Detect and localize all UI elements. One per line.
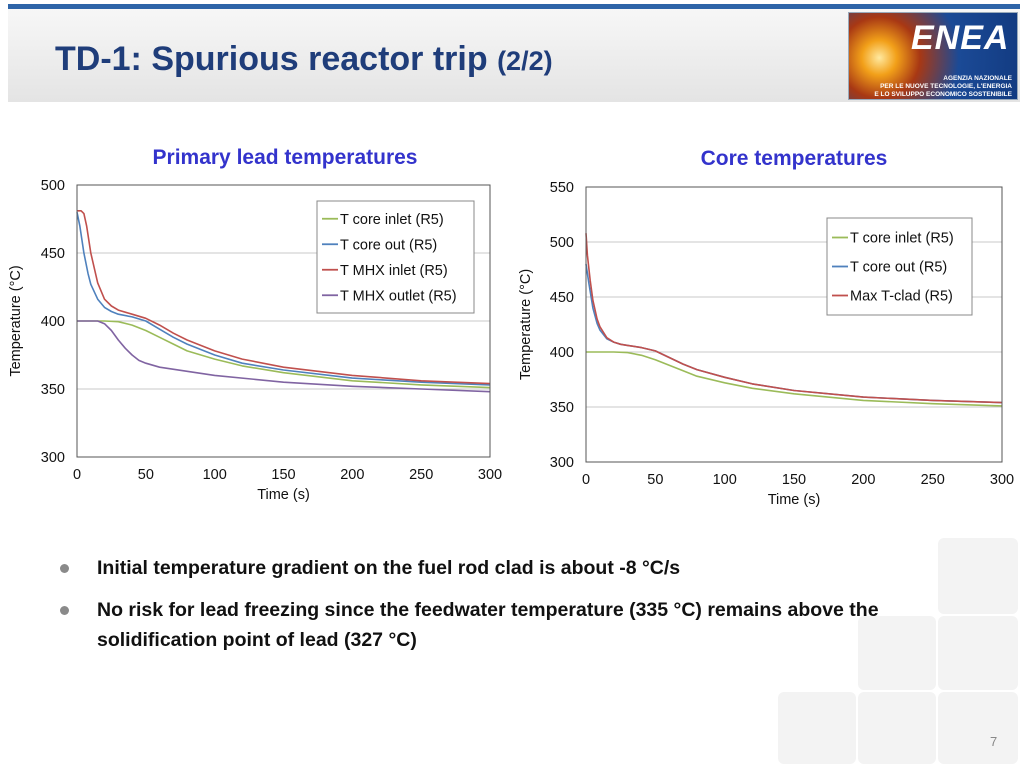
x-tick-label: 200 <box>851 472 875 488</box>
x-tick-label: 300 <box>990 472 1014 488</box>
enea-logo-mark: ENEA <box>911 19 1010 57</box>
chart-1-title: Primary lead temperatures <box>152 146 418 169</box>
x-tick-label: 250 <box>409 467 433 483</box>
x-tick-label: 150 <box>782 472 806 488</box>
series-line <box>585 233 1003 404</box>
bullet-text: Initial temperature gradient on the fuel… <box>97 557 681 579</box>
page-number: 7 <box>990 734 998 749</box>
bullet-dot-icon <box>60 606 69 615</box>
y-tick-label: 300 <box>41 450 65 466</box>
decorative-tile <box>938 692 1018 764</box>
x-tick-label: 100 <box>713 472 737 488</box>
decorative-tile <box>938 616 1018 690</box>
decorative-tile <box>858 692 936 764</box>
enea-logo-line-1: AGENZIA NAZIONALE <box>943 75 1012 82</box>
enea-logo-line-3: E LO SVILUPPO ECONOMICO SOSTENIBILE <box>874 91 1012 98</box>
x-tick-label: 150 <box>271 467 295 483</box>
primary-lead-temperatures-chart: 300 350 400 450 500 0 50 100 150 200 250 300 Time (s… <box>8 178 502 503</box>
y-tick-label: 350 <box>41 382 65 398</box>
series-line <box>76 212 491 386</box>
y-tick-label: 550 <box>550 180 574 196</box>
plot-frame <box>585 186 1003 463</box>
legend-label: T core inlet (R5) <box>340 212 444 228</box>
y-tick-label: 450 <box>41 246 65 262</box>
slide-title: TD-1: Spurious reactor trip (2/2) <box>55 40 553 79</box>
core-temperatures-chart: 300 350 400 450 500 550 0 50 100 150 200 250 300 Time… <box>518 180 1014 508</box>
slide-title-suffix: (2/2) <box>497 46 553 76</box>
y-tick-label: 300 <box>550 455 574 471</box>
legend-label: T core out (R5) <box>340 237 437 253</box>
series-line <box>77 320 491 393</box>
bullet-item: No risk for lead freezing since the feed… <box>60 595 990 655</box>
decorative-tile <box>938 538 1018 614</box>
x-tick-label: 100 <box>203 467 227 483</box>
y-tick-label: 400 <box>550 345 574 361</box>
x-tick-label: 0 <box>73 467 81 483</box>
series-line <box>586 351 1003 407</box>
chart-2-title: Core temperatures <box>700 147 888 170</box>
legend-box <box>316 200 475 314</box>
slide-title-main: TD-1: Spurious reactor trip <box>55 40 488 78</box>
y-tick-label: 500 <box>41 178 65 194</box>
bullet-dot-icon <box>60 564 69 573</box>
x-tick-label: 50 <box>647 472 663 488</box>
x-axis-label: Time (s) <box>768 492 821 508</box>
y-axis-label: Temperature (°C) <box>518 269 534 380</box>
enea-logo: ENEA AGENZIA NAZIONALE PER LE NUOVE TECN… <box>848 12 1018 100</box>
legend-label: Max T-clad (R5) <box>850 289 953 305</box>
y-tick-label: 500 <box>550 235 574 251</box>
header-accent-line <box>8 4 1020 9</box>
y-tick-label: 450 <box>550 290 574 306</box>
y-tick-label: 350 <box>550 400 574 416</box>
y-tick-label: 400 <box>41 314 65 330</box>
legend-box <box>826 217 973 316</box>
x-axis-label: Time (s) <box>257 487 310 503</box>
series-line <box>77 209 491 385</box>
y-axis-label: Temperature (°C) <box>8 265 24 376</box>
bullet-list: Initial temperature gradient on the fuel… <box>60 553 990 667</box>
series-line <box>77 320 491 389</box>
x-tick-label: 200 <box>340 467 364 483</box>
bullet-text: No risk for lead freezing since the feed… <box>97 599 879 651</box>
x-tick-label: 50 <box>138 467 154 483</box>
decorative-tile <box>778 692 856 764</box>
bullet-item: Initial temperature gradient on the fuel… <box>60 553 990 583</box>
decorative-tile <box>858 616 936 690</box>
legend-label: T core inlet (R5) <box>850 231 954 247</box>
x-tick-label: 0 <box>582 472 590 488</box>
legend-label: T MHX outlet (R5) <box>340 288 457 304</box>
x-tick-label: 250 <box>921 472 945 488</box>
legend-label: T MHX inlet (R5) <box>340 263 448 279</box>
enea-logo-line-2: PER LE NUOVE TECNOLOGIE, L'ENERGIA <box>880 83 1012 90</box>
x-tick-label: 300 <box>478 467 502 483</box>
plot-frame <box>76 184 491 458</box>
legend-label: T core out (R5) <box>850 260 947 276</box>
